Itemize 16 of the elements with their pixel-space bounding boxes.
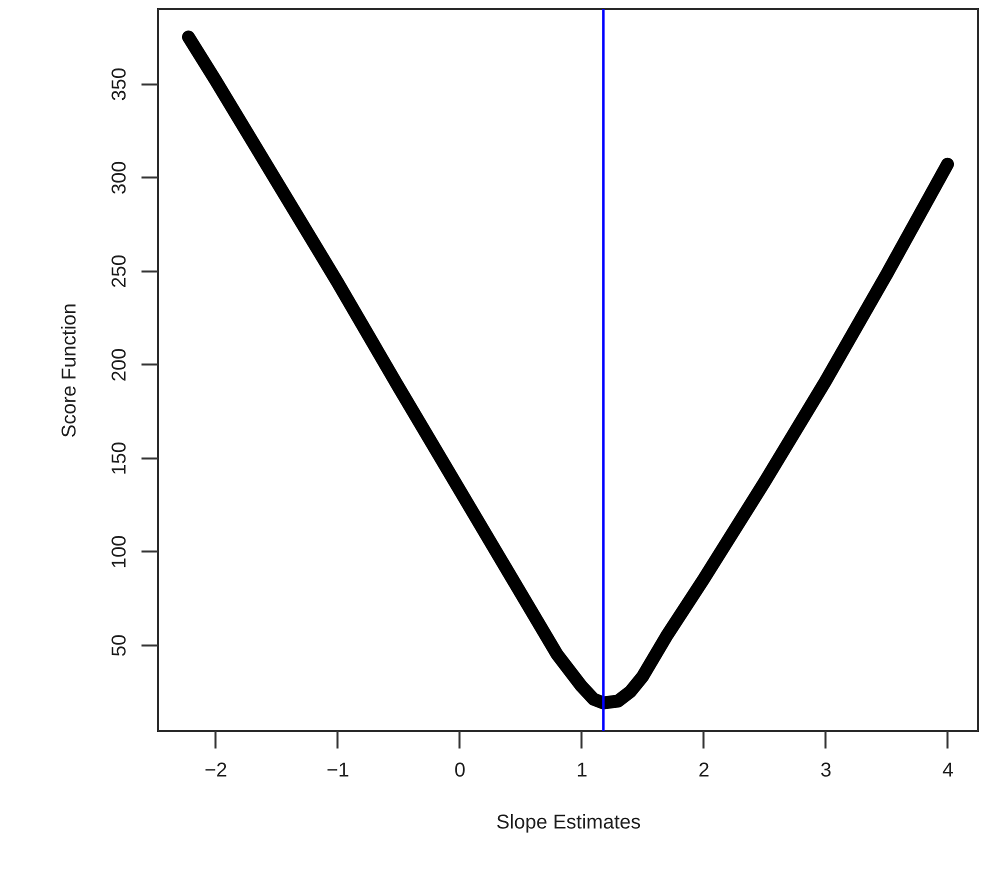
x-tick-label: 1	[576, 760, 588, 782]
x-tick-label: −1	[326, 760, 350, 782]
y-tick-label: 50	[108, 634, 130, 657]
x-tick-label: −2	[204, 760, 228, 782]
y-axis-title: Score Function	[58, 303, 80, 438]
y-tick-label: 250	[108, 254, 130, 288]
y-tick-label: 100	[108, 535, 130, 569]
x-tick-label: 2	[698, 760, 710, 782]
y-tick-label: 350	[108, 68, 130, 102]
x-tick-label: 3	[820, 760, 832, 782]
x-tick-label: 0	[454, 760, 466, 782]
x-tick-label: 4	[942, 760, 954, 782]
y-tick-label: 150	[108, 442, 130, 476]
x-axis-title: Slope Estimates	[496, 812, 641, 834]
y-tick-label: 300	[108, 161, 130, 195]
y-tick-label: 200	[108, 348, 130, 382]
